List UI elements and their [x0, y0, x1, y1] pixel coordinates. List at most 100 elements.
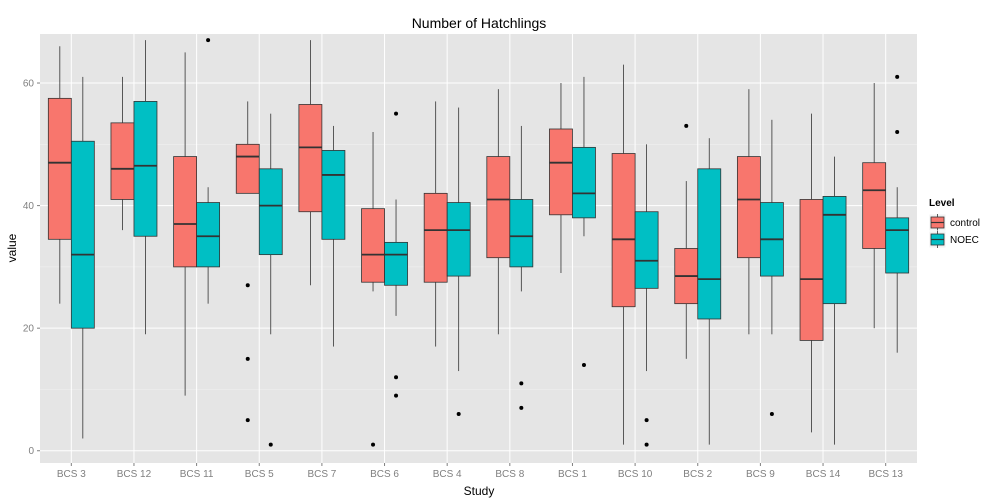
plot-panel	[40, 34, 917, 463]
box-iqr	[572, 146, 596, 219]
box-iqr	[885, 217, 910, 274]
box-control-bcs-12	[110, 76, 135, 231]
box-control-bcs-6	[361, 132, 385, 447]
box-iqr	[361, 208, 385, 283]
x-tick-label: BCS 3	[57, 469, 86, 480]
box-iqr	[384, 241, 408, 286]
outlier-point	[206, 38, 211, 43]
box-NOEC-bcs-12	[133, 40, 158, 335]
box-NOEC-bcs-1	[572, 76, 596, 367]
box-iqr	[133, 101, 158, 237]
box-iqr	[486, 156, 511, 259]
x-tick-label: BCS 13	[868, 469, 903, 480]
x-tick-label: BCS 2	[683, 469, 712, 480]
box-control-bcs-9	[736, 89, 761, 335]
y-tick-label: 0	[28, 446, 34, 457]
outlier-point	[394, 111, 399, 116]
box-NOEC-bcs-8	[509, 125, 534, 410]
box-control-bcs-1	[549, 83, 573, 274]
box-control-bcs-3	[47, 46, 72, 304]
outlier-point	[581, 362, 586, 367]
box-control-bcs-11	[173, 52, 198, 396]
box-iqr	[611, 153, 636, 308]
box-iqr	[862, 162, 887, 249]
box-iqr	[47, 97, 72, 240]
box-control-bcs-8	[486, 89, 511, 335]
x-tick-label: BCS 10	[618, 469, 653, 480]
box-iqr	[235, 143, 260, 194]
box-iqr	[634, 211, 659, 289]
x-tick-label: BCS 14	[806, 469, 841, 480]
y-tick-label: 40	[23, 201, 35, 212]
boxes-layer	[47, 38, 910, 447]
outlier-point	[245, 283, 250, 288]
outlier-point	[644, 418, 649, 423]
box-iqr	[549, 128, 573, 216]
y-axis-title: value	[5, 233, 19, 262]
box-iqr	[736, 156, 761, 259]
outlier-point	[245, 356, 250, 361]
y-axis: 0 20 40 60	[23, 79, 40, 457]
y-tick-label: 20	[23, 324, 35, 335]
outlier-point	[895, 130, 900, 135]
box-NOEC-bcs-5	[258, 113, 283, 447]
box-iqr	[446, 202, 471, 277]
y-tick-label: 60	[23, 79, 35, 90]
box-NOEC-bcs-13	[885, 74, 910, 353]
legend: Level control NOEC	[928, 198, 980, 249]
box-NOEC-bcs-7	[321, 125, 346, 347]
box-iqr	[70, 140, 95, 329]
outlier-point	[245, 418, 250, 423]
box-iqr	[423, 192, 448, 283]
box-NOEC-bcs-4	[446, 107, 471, 416]
box-NOEC-bcs-6	[384, 111, 408, 398]
box-iqr	[509, 199, 534, 268]
box-control-bcs-2	[674, 123, 699, 359]
outlier-point	[268, 442, 273, 447]
box-NOEC-bcs-2	[697, 138, 722, 445]
outlier-point	[456, 411, 461, 416]
x-tick-label: BCS 11	[180, 469, 214, 480]
box-iqr	[110, 122, 135, 200]
x-tick-label: BCS 12	[117, 469, 152, 480]
box-NOEC-bcs-11	[196, 38, 221, 304]
x-tick-label: BCS 5	[245, 469, 274, 480]
box-control-bcs-13	[862, 83, 887, 329]
outlier-point	[519, 381, 524, 386]
x-tick-label: BCS 9	[746, 469, 775, 480]
box-iqr	[799, 199, 824, 341]
legend-label-control: control	[950, 218, 980, 229]
legend-title: Level	[929, 198, 955, 209]
x-tick-label: BCS 4	[433, 469, 462, 480]
x-tick-label: BCS 1	[558, 469, 587, 480]
box-NOEC-bcs-10	[634, 144, 659, 447]
x-tick-label: BCS 6	[370, 469, 399, 480]
x-axis: BCS 3 BCS 12 BCS 11 BCS 5 BCS 7 BCS 6 BCS 4 BCS…	[57, 463, 903, 480]
box-iqr	[298, 104, 323, 213]
chart-title: Number of Hatchlings	[412, 15, 547, 31]
legend-label-noec: NOEC	[950, 235, 979, 246]
box-iqr	[822, 196, 847, 305]
outlier-point	[371, 442, 376, 447]
x-tick-label: BCS 7	[307, 469, 336, 480]
box-iqr	[173, 156, 198, 268]
outlier-point	[684, 123, 689, 128]
outlier-point	[769, 411, 774, 416]
box-NOEC-bcs-9	[759, 119, 784, 416]
box-control-bcs-4	[423, 101, 448, 347]
box-iqr	[321, 150, 346, 240]
outlier-point	[394, 393, 399, 398]
box-NOEC-bcs-3	[70, 76, 95, 439]
x-tick-label: BCS 8	[495, 469, 524, 480]
box-iqr	[196, 202, 221, 268]
box-NOEC-bcs-14	[822, 156, 847, 445]
box-iqr	[697, 168, 722, 320]
outlier-point	[895, 74, 900, 79]
box-iqr	[258, 168, 283, 256]
outlier-point	[644, 442, 649, 447]
box-control-bcs-7	[298, 40, 323, 286]
outlier-point	[394, 375, 399, 380]
outlier-point	[519, 405, 524, 410]
x-axis-title: Study	[464, 484, 495, 498]
